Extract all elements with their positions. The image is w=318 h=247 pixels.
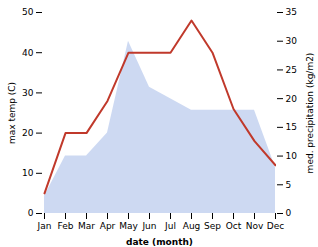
svg-text:10: 10: [22, 168, 34, 178]
svg-text:25: 25: [286, 65, 297, 75]
svg-text:Aug: Aug: [183, 221, 201, 231]
svg-text:date (month): date (month): [126, 237, 193, 247]
svg-text:20: 20: [286, 94, 298, 104]
svg-text:Nov: Nov: [246, 221, 264, 231]
svg-text:0: 0: [28, 208, 34, 218]
svg-text:Feb: Feb: [58, 221, 74, 231]
svg-text:35: 35: [286, 7, 297, 17]
svg-text:Jul: Jul: [164, 221, 176, 231]
svg-text:30: 30: [286, 36, 298, 46]
svg-text:Apr: Apr: [100, 221, 116, 231]
svg-text:Mar: Mar: [78, 221, 95, 231]
svg-text:20: 20: [22, 128, 34, 138]
svg-text:5: 5: [286, 180, 292, 190]
svg-text:15: 15: [286, 122, 297, 132]
svg-text:10: 10: [286, 151, 298, 161]
svg-text:Jun: Jun: [141, 221, 156, 231]
svg-text:0: 0: [286, 208, 292, 218]
svg-text:Dec: Dec: [267, 221, 284, 231]
svg-text:Sep: Sep: [204, 221, 221, 231]
svg-text:May: May: [119, 221, 138, 231]
svg-text:med. precipitation (kg/m2): med. precipitation (kg/m2): [305, 53, 315, 174]
svg-text:50: 50: [22, 7, 34, 17]
svg-text:Oct: Oct: [226, 221, 242, 231]
svg-text:Jan: Jan: [37, 221, 52, 231]
svg-text:40: 40: [22, 48, 34, 58]
svg-text:max temp (C): max temp (C): [7, 82, 17, 144]
svg-text:30: 30: [22, 88, 34, 98]
